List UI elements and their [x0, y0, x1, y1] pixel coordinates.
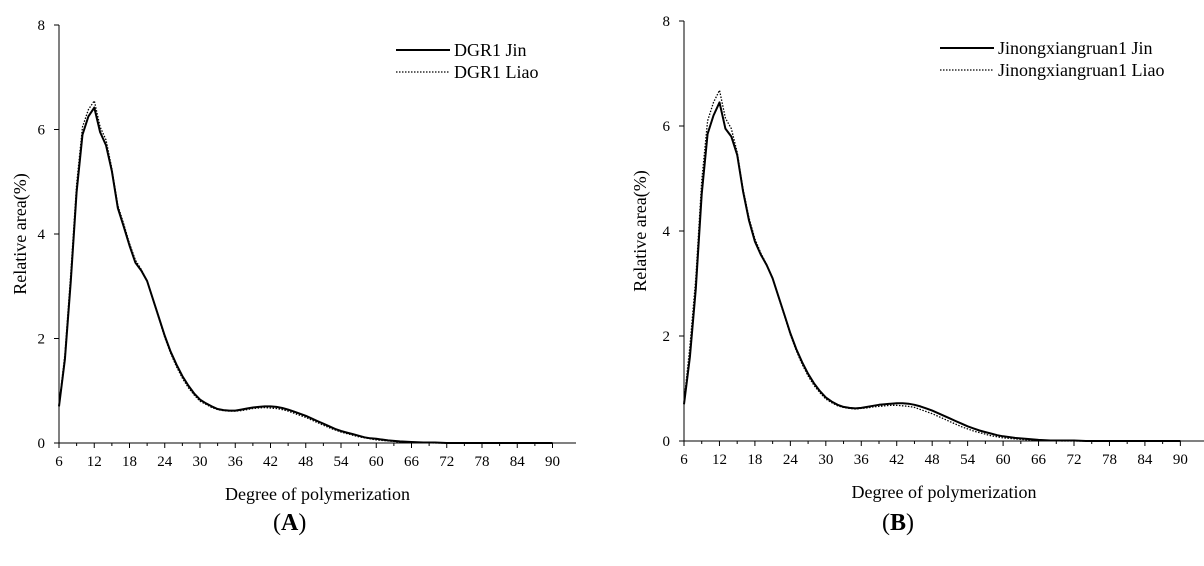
panel-b-label: B	[890, 510, 906, 536]
chart-a-svg: 6 12 18 24 30 36 42 48 54 60 66 72 78 84 9002468Degree…	[0, 0, 580, 500]
chart-a-x-tick-label: 36	[228, 454, 244, 470]
chart-b-x-tick-label: 42	[889, 452, 904, 468]
chart-b-x-tick-label: 90	[1173, 452, 1188, 468]
chart-b-y-axis-label: Relative area(%)	[630, 170, 651, 291]
chart-b-x-tick-label: 24	[783, 452, 799, 468]
chart-b-x-tick-label: 84	[1137, 452, 1153, 468]
chart-a-x-tick-label: 30	[193, 454, 208, 470]
chart-b-y-tick-label: 6	[663, 119, 671, 135]
chart-a-y-tick-label: 2	[38, 332, 46, 348]
chart-b-x-tick-label: 18	[747, 452, 762, 468]
chart-a-x-tick-label: 60	[369, 454, 384, 470]
chart-b-y-tick-label: 8	[663, 14, 671, 30]
chart-a-x-tick-label: 90	[545, 454, 560, 470]
chart-b-svg: 6 12 18 24 30 36 42 48 54 60 66 72 78 84 9002468Degree…	[620, 0, 1204, 500]
chart-a-x-tick-label: 48	[298, 454, 313, 470]
chart-a-series-line-dotted	[59, 101, 553, 443]
chart-b-x-tick-label: 30	[818, 452, 833, 468]
chart-b-x-tick-label: 72	[1067, 452, 1082, 468]
chart-b-series-line-solid	[684, 102, 1180, 441]
chart-a-series-line-solid	[59, 108, 553, 443]
chart-b-x-tick-label: 66	[1031, 452, 1047, 468]
panel-a-label: A	[281, 510, 298, 536]
chart-a-x-tick-label: 84	[510, 454, 526, 470]
chart-b-x-tick-label: 48	[925, 452, 940, 468]
chart-a-x-tick-label: 42	[263, 454, 278, 470]
chart-a-y-tick-label: 4	[38, 227, 46, 243]
chart-a-x-tick-label: 72	[439, 454, 454, 470]
chart-b-legend-label: Jinongxiangruan1 Jin	[998, 38, 1153, 58]
chart-b-series-line-dotted	[684, 90, 1180, 441]
chart-a-x-axis-label: Degree of polymerization	[225, 484, 410, 504]
chart-b-legend-label: Jinongxiangruan1 Liao	[998, 60, 1164, 80]
chart-a-legend-label: DGR1 Liao	[454, 62, 539, 82]
panel-b-caption: (B)	[882, 510, 914, 537]
chart-b-y-tick-label: 0	[663, 434, 671, 450]
chart-b-x-axis-label: Degree of polymerization	[852, 482, 1037, 502]
chart-b-y-tick-label: 4	[663, 224, 671, 240]
chart-a-legend-label: DGR1 Jin	[454, 40, 527, 60]
chart-a-x-tick-label: 54	[334, 454, 350, 470]
chart-b-y-tick-label: 2	[663, 329, 671, 345]
chart-b-x-tick-label: 54	[960, 452, 976, 468]
chart-b-x-tick-label: 36	[854, 452, 870, 468]
chart-a-y-tick-label: 0	[38, 436, 46, 452]
chart-a-x-tick-label: 66	[404, 454, 420, 470]
chart-a-x-tick-label: 78	[475, 454, 490, 470]
chart-panel-a: 6 12 18 24 30 36 42 48 54 60 66 72 78 84 90 0 2 4 6 8 Degree…	[0, 0, 580, 566]
chart-a-x-tick-label: 18	[122, 454, 137, 470]
chart-b-x-tick-label: 60	[996, 452, 1011, 468]
panel-a-caption: (A)	[273, 510, 306, 537]
chart-a-y-tick-label: 8	[38, 18, 46, 34]
chart-a-y-tick-label: 6	[38, 123, 46, 139]
chart-b-x-tick-label: 78	[1102, 452, 1117, 468]
chart-a-x-tick-label: 12	[87, 454, 102, 470]
chart-b-x-tick-label: 12	[712, 452, 727, 468]
chart-a-x-tick-label: 24	[157, 454, 173, 470]
chart-a-x-tick-label: 6	[55, 454, 63, 470]
chart-b-x-tick-label: 6	[680, 452, 688, 468]
chart-panel-b: 6 12 18 24 30 36 42 48 54 60 66 72 78 84 90 0 2 4 6 8 Degree…	[620, 0, 1204, 566]
chart-a-y-axis-label: Relative area(%)	[10, 173, 31, 294]
